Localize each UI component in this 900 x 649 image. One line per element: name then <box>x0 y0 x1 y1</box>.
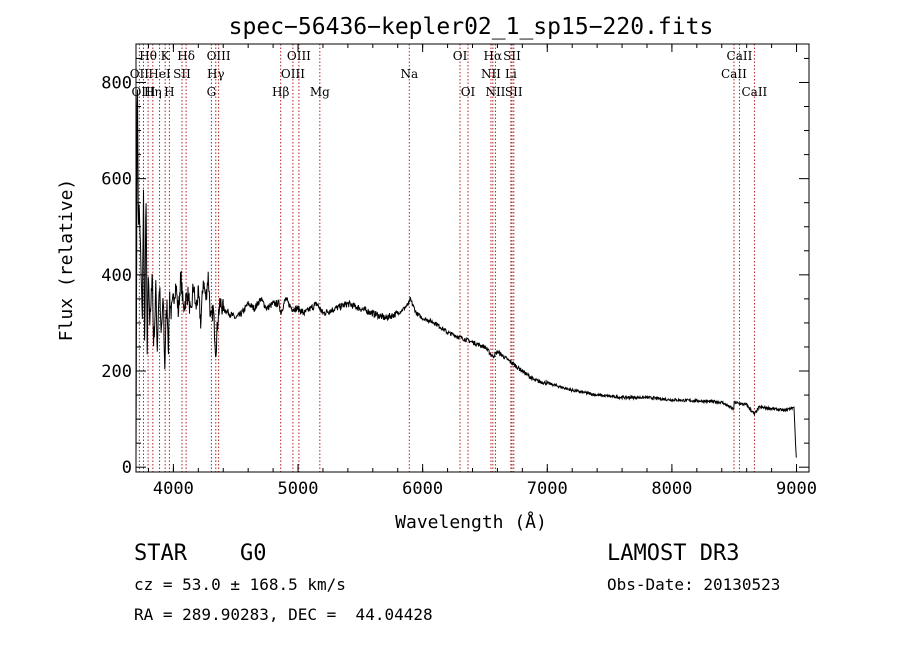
x-tick-label: 5000 <box>278 479 319 499</box>
y-tick-label: 400 <box>101 266 132 286</box>
obs-date-text: Obs-Date: 20130523 <box>607 575 780 594</box>
spectral-line-label: Hγ <box>207 67 225 81</box>
coordinates-text: RA = 289.90283, DEC = 44.04428 <box>134 605 433 624</box>
x-tick-label: 7000 <box>527 479 568 499</box>
chart-title: spec−56436−kepler02_1_sp15−220.fits <box>229 14 714 40</box>
spectral-line-label: SII <box>505 85 523 99</box>
survey-name: LAMOST DR3 <box>607 541 739 566</box>
spectral-line-label: NII <box>481 67 501 81</box>
y-tick-label: 0 <box>122 458 132 478</box>
spectral-line-label: Na <box>400 67 418 81</box>
x-tick-label: 4000 <box>153 479 194 499</box>
spectral-line-label: OI <box>461 85 476 99</box>
x-tick-label: 6000 <box>402 479 443 499</box>
redshift-text: cz = 53.0 ± 168.5 km/s <box>134 575 346 594</box>
y-tick-label: 600 <box>101 170 132 190</box>
spectral-line-label: Hδ <box>177 49 195 63</box>
spectral-line-label: OI <box>453 49 468 63</box>
x-tick-label: 9000 <box>776 479 817 499</box>
spectral-line-markers <box>138 44 755 472</box>
spectrum-line <box>135 89 797 458</box>
spectral-line-label: OII <box>130 67 150 81</box>
spectral-line-label: CaII <box>727 49 753 63</box>
spectral-line-label: CaII <box>721 67 747 81</box>
spectral-line-label: OIII <box>287 49 311 63</box>
spectral-line-label: SII <box>503 49 521 63</box>
spectral-line-label: Hη <box>144 85 162 99</box>
y-tick-label: 800 <box>101 73 132 93</box>
spectral-line-label: OIII <box>281 67 305 81</box>
spectral-line-label: Mg <box>310 85 330 99</box>
spectral-line-label: G <box>207 85 217 99</box>
object-subclass: G0 <box>240 541 267 566</box>
spectral-line-label: SII <box>173 67 191 81</box>
x-tick-label: 8000 <box>651 479 692 499</box>
spectral-line-label: OIII <box>207 49 231 63</box>
spectral-line-label: Li <box>505 67 517 81</box>
spectral-line-label: Hβ <box>272 85 289 99</box>
spectral-line-label: NII <box>485 85 505 99</box>
object-class: STAR <box>134 541 188 566</box>
plot-frame <box>135 43 810 473</box>
spectral-line-label: Hα <box>484 49 503 63</box>
axis-ticks: 4000 5000 6000 7000 8000 9000 0 200 400 600 800 <box>101 44 817 499</box>
spectral-line-label: CaII <box>741 85 767 99</box>
spectral-line-label: Hθ <box>139 49 157 63</box>
spectral-line-label: HeI <box>148 67 171 81</box>
spectral-line-label: K <box>161 49 171 63</box>
spectral-line-label: H <box>164 85 174 99</box>
x-axis-label: Wavelength (Å) <box>395 511 547 533</box>
y-tick-label: 200 <box>101 362 132 382</box>
y-axis-label: Flux (relative) <box>56 179 77 342</box>
